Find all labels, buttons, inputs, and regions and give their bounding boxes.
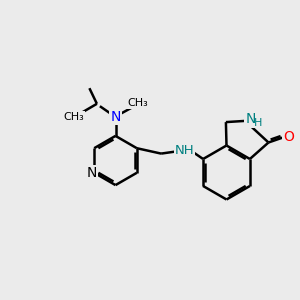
Text: N: N [245, 112, 256, 126]
Text: N: N [87, 167, 97, 180]
Text: N: N [110, 110, 121, 124]
Text: CH₃: CH₃ [63, 112, 84, 122]
Text: H: H [254, 118, 262, 128]
Text: NH: NH [175, 144, 194, 157]
Text: CH₃: CH₃ [127, 98, 148, 108]
Text: O: O [283, 130, 294, 144]
